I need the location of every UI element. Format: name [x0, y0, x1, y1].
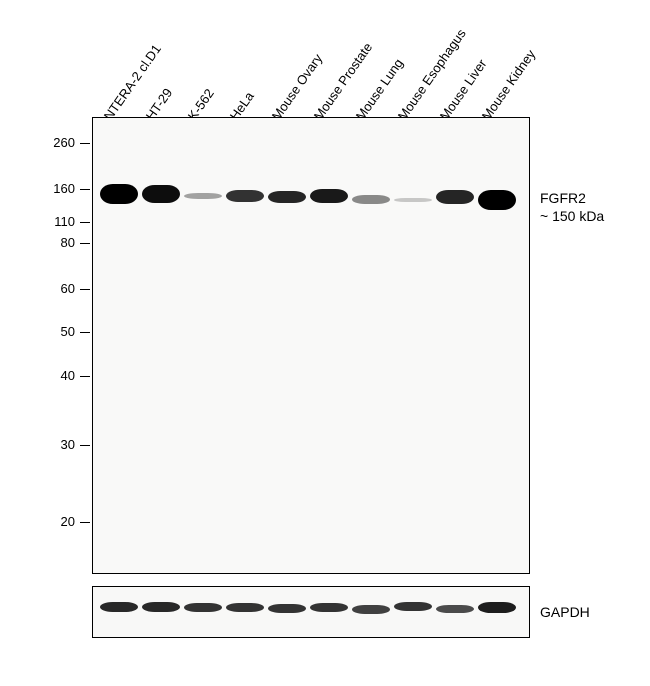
mw-label: 260: [53, 135, 75, 150]
mw-label: 40: [61, 368, 75, 383]
band: [184, 603, 222, 612]
band: [436, 190, 474, 204]
band: [268, 191, 306, 204]
band: [142, 602, 180, 612]
mw-label: 30: [61, 437, 75, 452]
band: [268, 604, 306, 613]
mw-tick: [80, 243, 90, 244]
band: [100, 602, 138, 612]
band: [352, 605, 390, 614]
mw-tick: [80, 522, 90, 523]
band: [394, 198, 432, 203]
main-blot: [92, 117, 530, 574]
mw-tick: [80, 332, 90, 333]
mw-label: 60: [61, 281, 75, 296]
band: [352, 195, 390, 204]
band: [100, 184, 138, 204]
side-label: ~ 150 kDa: [540, 208, 604, 224]
band: [394, 602, 432, 611]
mw-tick: [80, 289, 90, 290]
band: [184, 193, 222, 198]
band: [478, 602, 516, 613]
band: [310, 189, 348, 203]
band: [142, 185, 180, 203]
band: [478, 190, 516, 210]
mw-tick: [80, 143, 90, 144]
side-label: GAPDH: [540, 604, 590, 620]
band: [310, 603, 348, 612]
lane-label: Mouse Kidney: [479, 47, 539, 123]
mw-tick: [80, 189, 90, 190]
mw-tick: [80, 445, 90, 446]
mw-label: 80: [61, 235, 75, 250]
mw-label: 110: [54, 214, 75, 229]
band: [226, 190, 264, 203]
band: [226, 603, 264, 612]
mw-label: 50: [61, 324, 75, 339]
mw-label: 160: [53, 181, 75, 196]
side-label: FGFR2: [540, 190, 586, 206]
loading-blot: [92, 586, 530, 638]
mw-label: 20: [61, 514, 75, 529]
band: [436, 605, 474, 613]
mw-tick: [80, 376, 90, 377]
mw-tick: [80, 222, 90, 223]
